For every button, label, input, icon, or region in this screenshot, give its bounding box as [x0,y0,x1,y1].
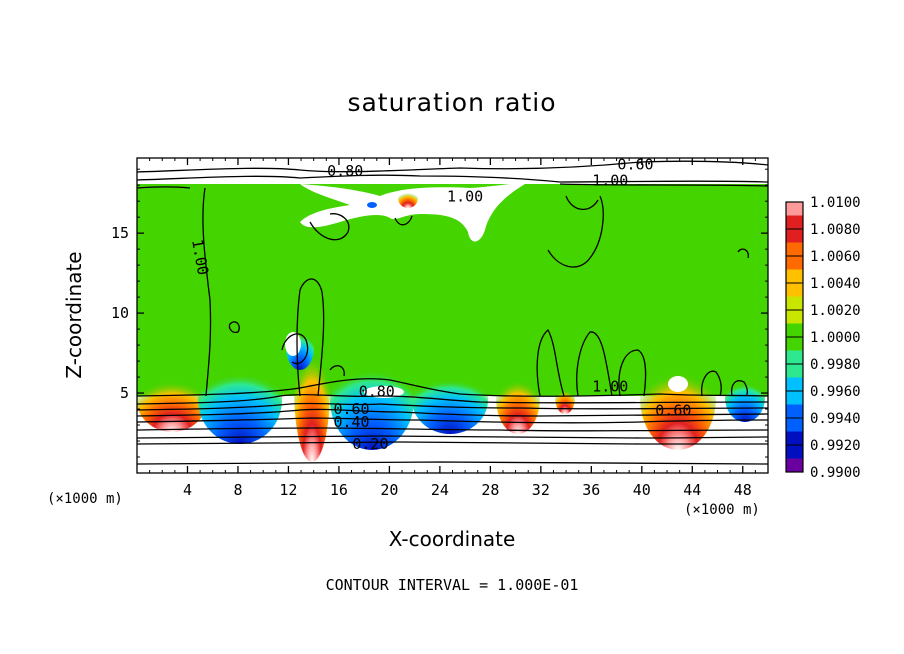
x-tick-label: 12 [279,481,297,499]
colorbar-label: 0.9940 [810,411,861,427]
y-tick-label: 5 [120,384,129,402]
y-tick-label: 10 [111,304,129,322]
y-axis-label: Z-coordinate [62,251,86,379]
contour-label: 0.40 [333,413,369,431]
colorbar-label: 0.9900 [810,465,861,481]
colorbar-label: 1.0020 [810,303,861,319]
cloud-tongue [300,183,525,242]
colorbar-cell [786,215,803,229]
contour-label: 1.00 [592,171,628,189]
y-axis: 5 10 15 [111,168,768,458]
colorbar-cell [786,256,803,270]
contour-interval-note: CONTOUR INTERVAL = 1.000E-01 [325,576,579,594]
colorbar-cell [786,391,803,405]
colorbar-label: 0.9920 [810,438,861,454]
colorbar-cell [786,269,803,283]
colorbar-label: 1.0000 [810,330,861,346]
colorbar-label: 1.0080 [810,222,861,238]
x-axis-label: X-coordinate [388,527,516,551]
colorbar-cell [786,404,803,418]
contour-label: 1.00 [447,187,483,205]
colorbar-label: 1.0060 [810,249,861,265]
colorbar-label: 1.0100 [810,195,861,211]
colorbar-label: 1.0040 [810,276,861,292]
colorbar-cell [786,323,803,337]
x-tick-label: 24 [431,481,449,499]
colorbar: 1.0100 1.0080 1.0060 1.0040 1.0020 1.0000 0.99… [785,195,861,481]
colorbar-cell [786,377,803,391]
colorbar-cell [786,350,803,364]
colorbar-label: 0.9960 [810,384,861,400]
chart-title: saturation ratio [347,88,557,117]
contour-labels: 0.80 0.601.001.001.001.000.600.800.600.40… [188,155,691,453]
x-tick-label: 32 [532,481,550,499]
contour-label: 0.60 [617,155,653,173]
x-tick-label: 48 [734,481,752,499]
x-unit-label-right: (×1000 m) [684,502,760,518]
colorbar-label: 0.9980 [810,357,861,373]
cold-zone [330,350,414,450]
x-axis: 4 8 12 16 20 24 28 32 36 40 44 48 [149,158,756,499]
contour-label: 0.20 [352,435,388,453]
colorbar-cell [786,242,803,256]
contour-label: 0.60 [333,400,369,418]
cold-zone [725,374,765,422]
cold-zone [198,356,282,444]
colorbar-cell [786,445,803,459]
colorbar-cell [786,202,803,216]
colorbar-cell [786,431,803,445]
colorbar-cell [786,364,803,378]
x-tick-label: 4 [183,481,192,499]
colorbar-cell [786,458,803,472]
x-tick-label: 20 [380,481,398,499]
x-tick-label: 36 [582,481,600,499]
x-tick-label: 44 [683,481,701,499]
contour-label: 0.80 [359,382,395,400]
x-tick-label: 16 [330,481,348,499]
colorbar-cell [786,283,803,297]
x-tick-label: 40 [633,481,651,499]
colorbar-cell [786,418,803,432]
warm-plume [640,346,716,450]
y-tick-label: 15 [111,224,129,242]
colorbar-cell [786,296,803,310]
x-tick-label: 8 [233,481,242,499]
colorbar-cell [786,310,803,324]
colorbar-cell [786,337,803,351]
x-tick-label: 28 [481,481,499,499]
contour-label: 0.60 [655,402,691,420]
contour-label: 0.80 [327,162,363,180]
x-unit-label: (×1000 m) [47,491,123,507]
colorbar-cell [786,229,803,243]
contour-label: 1.00 [592,378,628,396]
contour-label: 1.00 [188,238,212,277]
contour-lines [137,160,768,465]
